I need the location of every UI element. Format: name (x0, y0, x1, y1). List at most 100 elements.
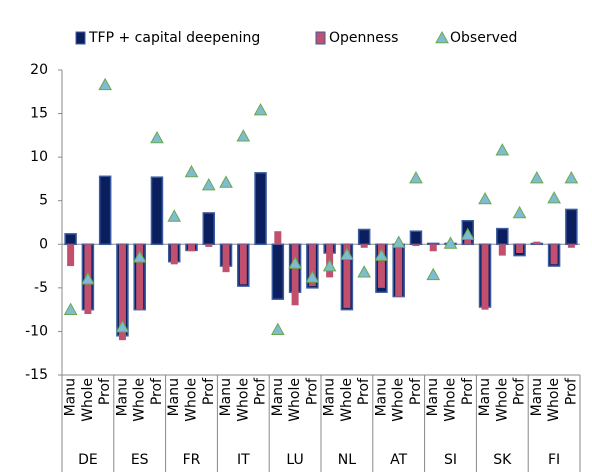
x-tick-label: Whole (287, 378, 303, 422)
x-tick-label: Prof (563, 377, 579, 405)
bar (464, 239, 472, 245)
group-label: SI (444, 452, 457, 468)
legend-marker (315, 31, 326, 45)
observed-marker (357, 265, 372, 278)
y-tick-label: -10 (25, 323, 48, 339)
observed-marker (219, 175, 233, 188)
x-tick-label: Whole (391, 378, 407, 422)
bar (136, 244, 144, 310)
x-tick-label: Prof (356, 377, 372, 405)
bar (150, 176, 164, 246)
observed-marker (374, 248, 389, 261)
bar (64, 233, 77, 246)
group-label: NL (338, 452, 356, 468)
observed-marker (409, 171, 423, 184)
bar (222, 244, 230, 273)
observed-marker (460, 227, 475, 240)
observed-marker (322, 259, 337, 272)
group-label: IT (237, 452, 250, 468)
bar (496, 227, 509, 246)
bar (254, 172, 267, 246)
observed-marker (150, 130, 164, 144)
observed-marker (495, 143, 510, 156)
legend-label: Observed (450, 30, 517, 46)
bar (67, 244, 75, 267)
bar (170, 244, 178, 265)
observed-marker (547, 191, 561, 204)
x-tick-label: Whole (546, 378, 562, 422)
x-tick-label: Manu (373, 378, 389, 416)
bar (239, 244, 247, 285)
group-label: LU (286, 452, 303, 468)
x-tick-label: Prof (149, 377, 165, 405)
observed-marker (236, 129, 251, 142)
observed-marker (340, 247, 354, 261)
x-tick-label: Manu (114, 378, 130, 416)
x-tick-label: Manu (425, 378, 441, 416)
bar (343, 244, 351, 308)
bar (498, 244, 506, 256)
y-tick-label: 0 (39, 236, 48, 252)
bar (274, 231, 282, 245)
observed-marker (253, 103, 268, 116)
observed-marker (167, 209, 182, 222)
x-tick-label: Whole (184, 378, 200, 422)
y-tick-label: 10 (30, 149, 48, 165)
y-tick-label: 15 (30, 106, 48, 122)
group-label: SK (493, 452, 512, 468)
x-tick-label: Prof (304, 377, 320, 405)
observed-marker (270, 322, 285, 335)
bar (205, 244, 213, 247)
observed-marker (391, 235, 406, 248)
bar (291, 244, 299, 306)
observed-marker (443, 236, 458, 249)
x-tick-label: Whole (339, 378, 355, 422)
observed-marker (184, 164, 199, 178)
x-tick-label: Prof (201, 377, 217, 405)
bar (429, 244, 437, 252)
group-label: FR (183, 452, 201, 468)
x-tick-label: Prof (408, 377, 424, 405)
x-tick-label: Whole (443, 378, 459, 422)
x-tick-label: Whole (235, 378, 251, 422)
bar (377, 244, 385, 288)
bar (426, 242, 440, 246)
observed-marker (201, 177, 216, 191)
bar (412, 244, 420, 247)
bar (271, 243, 285, 300)
x-tick-label: Manu (218, 378, 234, 416)
observed-marker (98, 77, 113, 91)
x-tick-label: Prof (253, 377, 269, 405)
x-tick-label: Manu (477, 378, 493, 416)
x-tick-label: Manu (166, 378, 182, 416)
bar (118, 244, 126, 341)
group-label: DE (78, 452, 98, 468)
group-label: ES (131, 452, 149, 468)
bar (360, 244, 368, 248)
bar (308, 244, 316, 287)
bar (357, 228, 371, 246)
legend-marker (75, 31, 86, 45)
legend-label: TFP + capital deepening (88, 30, 260, 46)
observed-marker (529, 171, 544, 184)
x-tick-label: Manu (63, 378, 79, 416)
observed-marker (63, 302, 78, 315)
bar (550, 244, 558, 265)
group-label: AT (390, 452, 407, 468)
x-tick-label: Whole (80, 378, 96, 422)
x-tick-label: Manu (529, 378, 545, 416)
bar (202, 212, 216, 246)
observed-marker (305, 270, 320, 283)
bar (395, 244, 403, 297)
bar (516, 244, 524, 253)
y-tick-label: -5 (34, 280, 48, 296)
legend-marker (435, 30, 449, 44)
x-tick-label: Whole (494, 378, 510, 422)
x-tick-label: Prof (97, 377, 113, 405)
observed-marker (288, 256, 302, 269)
bar (188, 244, 195, 252)
y-tick-label: 5 (39, 193, 48, 209)
bar (533, 241, 541, 245)
observed-marker (426, 267, 441, 281)
